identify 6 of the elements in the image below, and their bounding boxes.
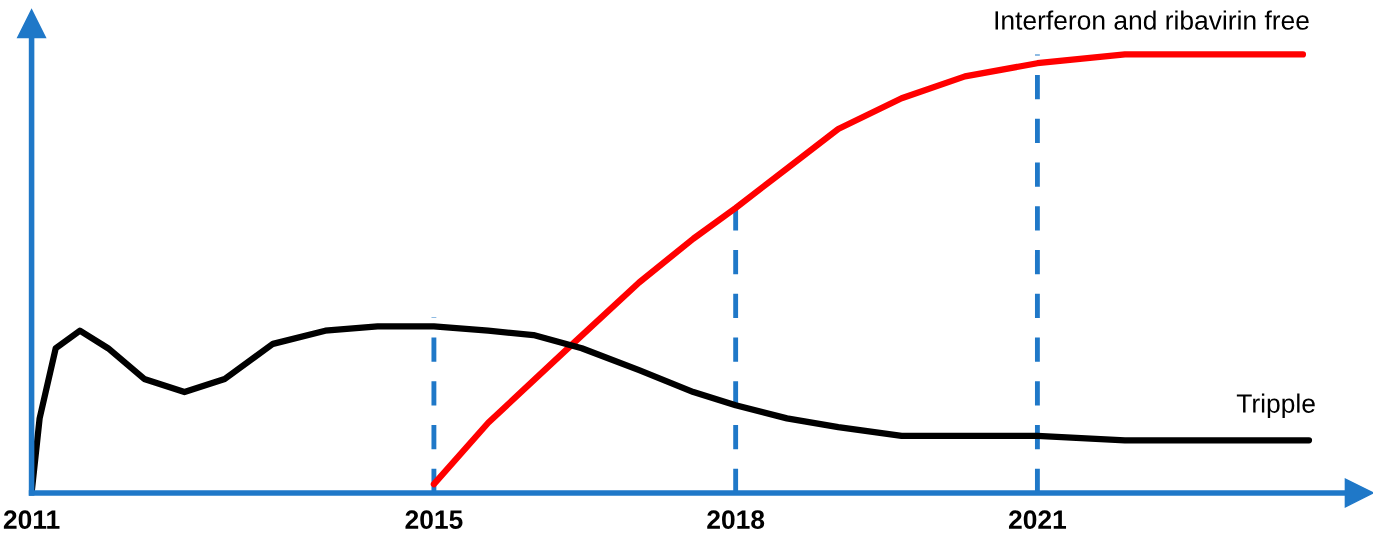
x-tick-label: 2021 [1008,510,1067,529]
series-label: Tripple [1236,393,1315,419]
x-tick-label: 2011 [3,510,60,529]
series-label: Interferon and ribavirin free [995,10,1309,30]
x-tick-label: 2018 [707,510,765,529]
x-tick-label: 2015 [405,510,463,529]
